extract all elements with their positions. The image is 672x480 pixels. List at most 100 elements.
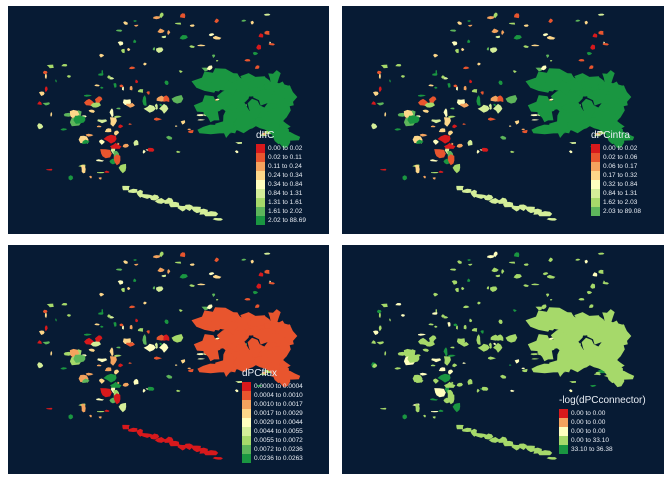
habitat-patch	[133, 378, 139, 385]
habitat-patch	[429, 398, 439, 401]
habitat-patch	[422, 109, 429, 113]
habitat-patch	[448, 354, 456, 357]
habitat-patch	[594, 134, 602, 137]
habitat-patch	[394, 128, 401, 131]
habitat-patch-tail	[212, 456, 223, 460]
habitat-patch	[462, 362, 467, 364]
habitat-patch	[493, 251, 498, 258]
habitat-patch	[513, 252, 520, 258]
habitat-patch	[179, 13, 186, 19]
habitat-patch	[100, 86, 104, 89]
habitat-patch	[432, 73, 438, 76]
habitat-patch	[378, 312, 381, 318]
habitat-patch	[69, 109, 80, 119]
habitat-patch	[418, 94, 426, 97]
habitat-patch	[81, 403, 86, 413]
legend-label: 0.11 to 0.24	[268, 163, 302, 170]
habitat-patch	[97, 411, 105, 413]
habitat-patch	[118, 363, 124, 368]
habitat-patch-tail	[461, 427, 472, 432]
legend-swatch	[256, 198, 265, 207]
habitat-patch	[133, 278, 137, 282]
habitat-patch	[486, 286, 489, 290]
habitat-patch	[254, 304, 260, 308]
habitat-patch	[216, 60, 219, 62]
habitat-patch	[135, 79, 139, 84]
habitat-patch	[456, 143, 463, 148]
legend-label: 2.02 to 88.69	[268, 217, 306, 224]
habitat-patch	[407, 354, 420, 363]
legend-swatch	[242, 400, 251, 409]
habitat-patch	[264, 30, 270, 35]
habitat-patch	[522, 129, 528, 134]
habitat-patch	[395, 303, 402, 306]
habitat-patch	[101, 69, 103, 74]
habitat-patch	[129, 85, 133, 91]
habitat-patch-map	[37, 251, 301, 460]
habitat-patch	[467, 20, 471, 22]
habitat-patch-tail	[154, 437, 167, 443]
habitat-patch	[461, 47, 465, 52]
habitat-patch	[159, 342, 162, 346]
habitat-patch	[380, 64, 388, 69]
legend-swatch	[559, 436, 568, 445]
habitat-patch	[438, 170, 444, 173]
habitat-patch-tail	[183, 443, 194, 450]
habitat-patch	[535, 67, 542, 72]
habitat-patch-map	[371, 12, 635, 221]
legend-label: 0.00 to 0.00	[571, 428, 606, 435]
habitat-patch	[89, 414, 92, 418]
habitat-patch	[179, 252, 186, 258]
habitat-patch	[159, 342, 169, 353]
habitat-patch	[415, 164, 420, 174]
habitat-patch	[98, 73, 104, 76]
habitat-patch	[167, 269, 171, 275]
habitat-patch-main	[267, 346, 286, 369]
habitat-patch	[443, 77, 449, 80]
habitat-patch	[197, 44, 206, 47]
habitat-patch	[450, 29, 457, 32]
habitat-patch	[60, 367, 67, 370]
legend-item: 0.34 to 0.84	[256, 180, 306, 189]
habitat-patch-main	[544, 307, 573, 331]
habitat-patch-main	[601, 107, 620, 130]
habitat-patch	[146, 330, 150, 334]
habitat-patch	[89, 175, 92, 179]
legend-item: 0.32 to 0.84	[591, 180, 641, 189]
habitat-patch-main	[247, 106, 261, 119]
habitat-patch	[109, 77, 115, 80]
habitat-patch	[467, 259, 471, 261]
habitat-patch	[522, 368, 528, 373]
habitat-patch	[212, 35, 222, 40]
habitat-patch	[443, 108, 448, 118]
habitat-patch-tail	[127, 427, 138, 432]
habitat-patch	[467, 278, 471, 282]
habitat-patch	[513, 274, 522, 279]
habitat-patch	[590, 44, 596, 50]
habitat-patch	[372, 124, 378, 129]
legend-item: 1.61 to 2.02	[256, 207, 306, 216]
habitat-patch	[211, 54, 216, 58]
habitat-patch	[463, 324, 467, 330]
habitat-patch	[116, 268, 123, 271]
habitat-patch	[448, 130, 454, 136]
habitat-patch	[117, 280, 124, 285]
habitat-patch	[197, 119, 206, 121]
habitat-patch	[455, 287, 459, 293]
habitat-patch	[592, 272, 598, 277]
habitat-patch	[433, 139, 439, 145]
habitat-patch	[114, 369, 120, 375]
habitat-patch	[88, 348, 95, 352]
habitat-patch	[590, 384, 597, 387]
habitat-patch	[109, 397, 116, 404]
habitat-patch	[82, 139, 90, 144]
habitat-patch	[530, 114, 538, 117]
habitat-patch	[530, 353, 538, 356]
habitat-patch	[521, 367, 525, 370]
habitat-patch-main	[268, 333, 285, 345]
habitat-patch	[174, 22, 182, 25]
habitat-patch	[122, 325, 124, 330]
legend-swatch	[256, 171, 265, 180]
habitat-patch	[147, 147, 155, 152]
legend-item: 0.84 to 1.31	[256, 189, 306, 198]
